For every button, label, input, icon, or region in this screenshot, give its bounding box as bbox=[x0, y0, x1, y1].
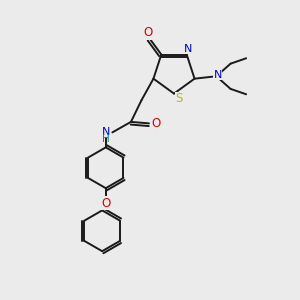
Text: S: S bbox=[176, 92, 183, 106]
Text: N: N bbox=[102, 127, 110, 137]
Text: O: O bbox=[151, 117, 160, 130]
Text: O: O bbox=[144, 26, 153, 39]
Text: H: H bbox=[102, 134, 110, 144]
Text: O: O bbox=[102, 197, 111, 210]
Text: N: N bbox=[214, 70, 222, 80]
Text: N: N bbox=[184, 44, 192, 53]
